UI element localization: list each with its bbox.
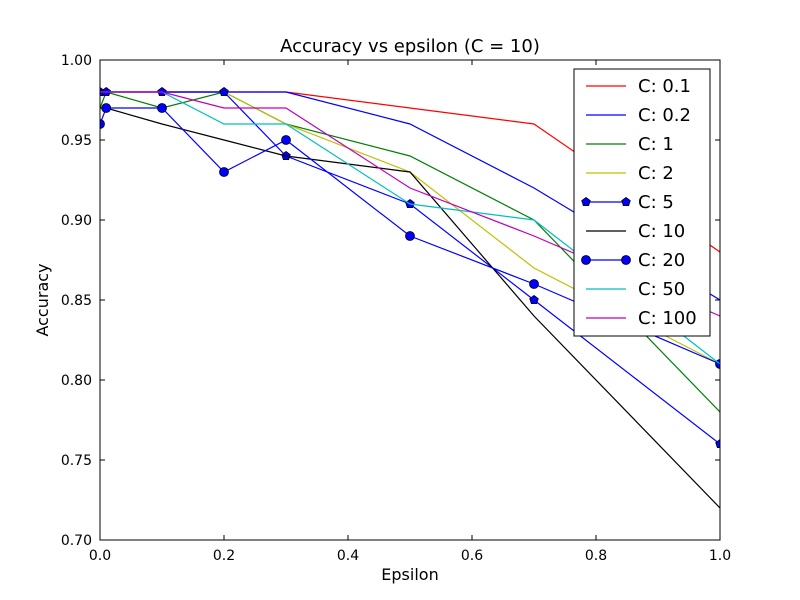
series-line	[100, 107, 720, 509]
legend-marker	[621, 255, 631, 265]
data-point	[219, 87, 229, 97]
x-tick-label: 0.0	[89, 548, 111, 564]
legend-marker	[621, 197, 631, 207]
data-point	[529, 295, 539, 305]
legend-label: C: 20	[638, 250, 685, 271]
y-axis-label: Accuracy	[33, 263, 52, 336]
series-line	[100, 107, 720, 365]
x-tick-label: 0.2	[213, 548, 235, 564]
legend-label: C: 1	[638, 134, 674, 155]
series-8	[100, 91, 720, 317]
x-tick-label: 1.0	[709, 548, 731, 564]
legend-entry: C: 1	[586, 134, 674, 155]
y-tick-label: 0.70	[61, 533, 92, 549]
y-tick-label: 0.85	[61, 293, 92, 309]
data-point	[157, 103, 167, 113]
data-point	[219, 167, 229, 177]
legend-entry: C: 50	[586, 279, 685, 300]
legend-entry: C: 0.2	[586, 105, 691, 126]
x-tick-label: 0.4	[337, 548, 359, 564]
data-point	[101, 103, 112, 113]
chart-title: Accuracy vs epsilon (C = 10)	[280, 36, 540, 57]
legend-entry: C: 2	[586, 163, 674, 184]
x-tick-label: 0.8	[585, 548, 607, 564]
legend-entry: C: 0.1	[586, 76, 691, 97]
tick-layer: 0.0 0.2 0.4 0.6 0.8 1.0 0.70 0.75 0.80 0.85 0.90 0.…	[61, 53, 731, 564]
legend-label: C: 50	[638, 279, 685, 300]
legend-entry: C: 20	[581, 250, 685, 271]
x-tick-label: 0.6	[461, 548, 483, 564]
y-tick-label: 1.00	[61, 53, 92, 69]
series-5	[100, 107, 720, 509]
legend-label: C: 0.2	[638, 105, 691, 126]
legend-marker	[581, 197, 591, 207]
legend-marker	[581, 255, 591, 265]
legend-label: C: 5	[638, 192, 674, 213]
legend-entry: C: 10	[586, 221, 685, 242]
y-tick-label: 0.95	[61, 133, 92, 149]
legend-entry: C: 5	[581, 192, 674, 213]
legend-label: C: 2	[638, 163, 674, 184]
legend-label: C: 10	[638, 221, 685, 242]
data-point	[529, 279, 539, 289]
legend-entry: C: 100	[586, 308, 697, 329]
data-point	[405, 231, 415, 241]
data-point	[715, 439, 720, 449]
series-line	[100, 91, 720, 317]
y-tick-label: 0.80	[61, 373, 92, 389]
data-point	[281, 135, 291, 145]
legend-label: C: 100	[638, 308, 697, 329]
legend: C: 0.1 C: 0.2 C: 1 C: 2 C: 5 C: 10 C: 20 C: 50 C…	[573, 68, 711, 337]
x-axis-label: Epsilon	[381, 565, 438, 584]
series-layer	[100, 87, 720, 509]
y-tick-label: 0.90	[61, 213, 92, 229]
legend-label: C: 0.1	[638, 76, 691, 97]
data-point	[100, 119, 105, 129]
y-tick-label: 0.75	[61, 453, 92, 469]
series-6	[100, 103, 720, 369]
